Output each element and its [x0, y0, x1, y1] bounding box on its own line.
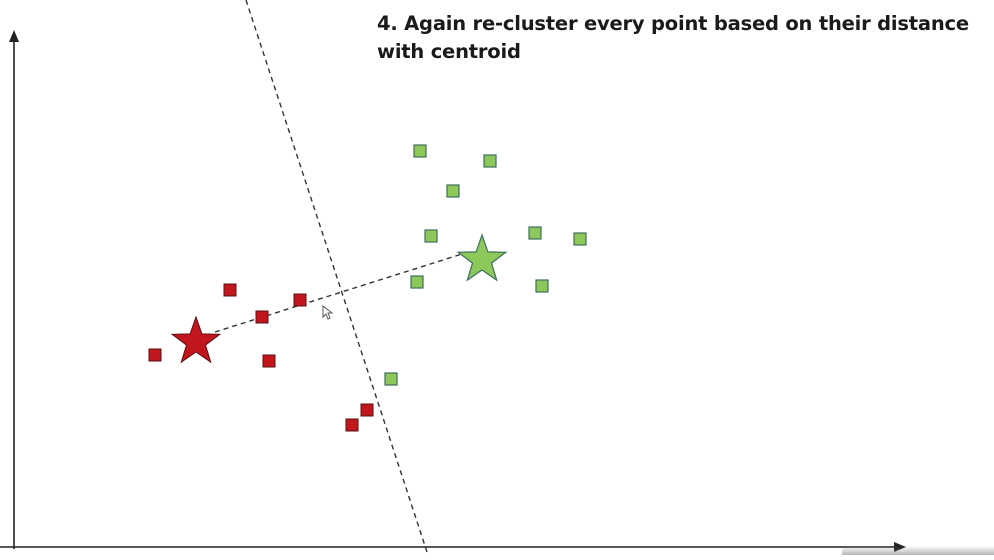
- green-cluster-point: [413, 144, 427, 158]
- red-centroid-star-icon: [170, 315, 222, 364]
- green-cluster-point: [535, 279, 549, 293]
- green-cluster-point: [483, 154, 497, 168]
- red-cluster-point: [262, 354, 276, 368]
- green-cluster-point: [424, 229, 438, 243]
- green-cluster-point: [573, 232, 587, 246]
- red-cluster-point: [148, 348, 162, 362]
- green-cluster-point: [446, 184, 460, 198]
- mouse-cursor-icon: [322, 305, 334, 320]
- centroid-link-line: [214, 253, 463, 333]
- green-centroid-star-icon: [456, 233, 508, 282]
- y-axis-arrow-icon: [9, 30, 19, 42]
- green-cluster-point: [528, 226, 542, 240]
- red-cluster-point: [223, 283, 237, 297]
- red-cluster-point: [293, 293, 307, 307]
- red-cluster-point: [345, 418, 359, 432]
- step-caption: 4. Again re-cluster every point based on…: [377, 12, 969, 63]
- green-cluster-point: [410, 275, 424, 289]
- red-cluster-point: [255, 310, 269, 324]
- green-cluster-point: [384, 372, 398, 386]
- decision-boundary-line: [245, 0, 429, 556]
- corner-shadow: [842, 546, 994, 555]
- red-cluster-point: [360, 403, 374, 417]
